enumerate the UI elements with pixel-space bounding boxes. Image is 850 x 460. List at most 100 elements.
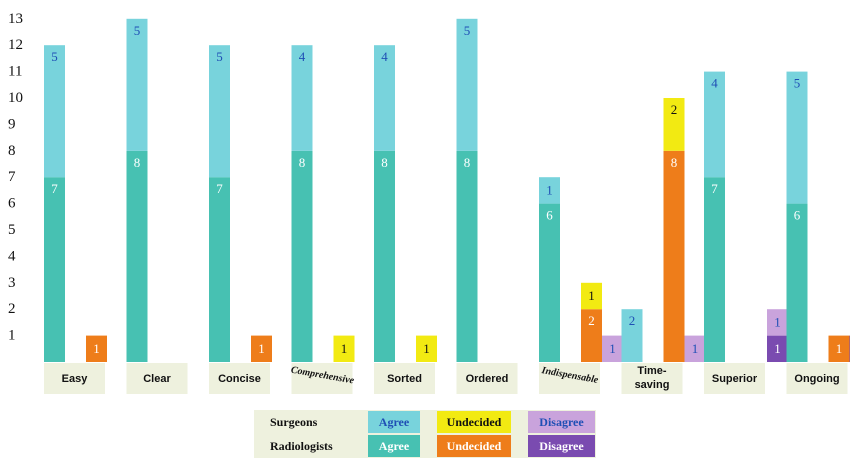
legend-swatch-radiologists-undecided [437,435,511,457]
bar-indispensable-disagree-surgeons [602,335,623,362]
category-label-superior: Superior [712,373,758,385]
y-tick-label: 1 [8,328,16,344]
data-label-superior-agree-radiologists: 7 [711,181,718,196]
legend: Surgeons Agree Undecided Disagree Radiologis… [254,410,596,458]
data-label-concise-agree-surgeons: 5 [216,49,223,64]
category-label-clear: Clear [143,373,171,385]
data-label-sorted-agree-surgeons: 4 [381,49,388,64]
data-label-indispensable-agree-surgeons: 1 [546,182,553,197]
data-label-ongoing-undecided-radiologists: 1 [836,341,843,356]
bar-superior-agree-radiologists [704,177,725,362]
category-label-ordered: Ordered [466,373,509,385]
bar-sorted-agree-surgeons [374,45,395,151]
data-label-clear-agree-surgeons: 5 [134,23,141,38]
y-tick-label: 6 [8,196,16,212]
legend-label-radiologists-undecided: Undecided [447,439,502,453]
legend-swatch-surgeons-agree [368,411,420,433]
category-box-sorted [374,363,435,394]
legend-label-radiologists-agree: Agree [379,439,410,453]
category-label-time-saving: Time-saving [635,365,670,391]
y-tick-label: 13 [8,11,23,27]
category-label-concise: Concise [218,373,261,385]
legend-label-radiologists-disagree: Disagree [539,439,584,453]
data-label-sorted-agree-radiologists: 8 [381,155,388,170]
data-label-concise-undecided-radiologists: 1 [258,341,265,356]
bar-comprehensive-agree-radiologists [291,150,313,362]
y-tick-label: 5 [8,222,16,238]
bar-time-saving-agree-surgeons [621,309,643,362]
data-label-easy-agree-surgeons: 5 [51,49,58,64]
legend-swatch-radiologists-disagree [528,435,595,457]
category-labels: Easy Clear Concise Comprehensive Sorted Order… [44,363,848,394]
bar-indispensable-undecided-surgeons [581,282,602,310]
category-box-clear [126,363,188,394]
category-box-superior [704,363,765,394]
data-label-indispensable-disagree-surgeons: 1 [609,341,616,356]
category-label-ongoing: Ongoing [794,373,839,385]
bar-ordered-agree-surgeons [456,18,478,151]
bar-clear-agree-surgeons [126,18,148,151]
data-label-concise-agree-radiologists: 7 [216,181,223,196]
bar-time-saving-disagree-surgeons [684,335,706,362]
legend-label-surgeons-disagree: Disagree [539,415,584,429]
data-label-ordered-agree-radiologists: 8 [464,155,471,170]
data-label-time-saving-undecided-surgeons: 2 [671,102,678,117]
bar-ordered-agree-radiologists [456,150,478,362]
data-label-sorted-undecided-surgeons: 1 [423,341,430,356]
bars: 751857518418418561211282174116511 [44,18,850,362]
bar-comprehensive-undecided-surgeons [333,335,355,362]
data-label-superior-agree-surgeons: 4 [711,76,718,91]
bar-sorted-agree-radiologists [374,150,395,362]
legend-swatch-surgeons-disagree [528,411,595,433]
bar-easy-agree-radiologists [44,177,65,362]
y-tick-label: 7 [8,169,16,185]
bar-superior-disagree-radiologists [767,335,788,362]
category-box-easy [44,363,105,394]
data-label-time-saving-disagree-surgeons: 1 [692,341,699,356]
data-label-ordered-agree-surgeons: 5 [464,23,471,38]
data-label-ongoing-agree-radiologists: 6 [794,208,801,223]
bar-indispensable-undecided-radiologists [581,309,602,362]
y-tick-label: 9 [8,116,16,132]
data-label-superior-disagree-surgeons: 1 [774,314,781,329]
bar-concise-agree-radiologists [209,177,230,362]
data-label-comprehensive-undecided-surgeons: 1 [341,341,348,356]
legend-swatch-radiologists-agree [368,435,420,457]
category-label-easy: Easy [62,373,89,385]
bar-ongoing-agree-surgeons [786,71,808,204]
bar-comprehensive-agree-surgeons [291,45,313,151]
category-box-time-saving [621,363,683,394]
bar-easy-agree-surgeons [44,45,65,178]
category-label-sorted: Sorted [387,373,422,385]
y-tick-label: 8 [8,143,16,159]
category-box-concise [209,363,270,394]
data-label-easy-undecided-radiologists: 1 [93,341,100,356]
data-label-ongoing-agree-surgeons: 5 [794,76,801,91]
bar-easy-undecided-radiologists [86,335,107,362]
data-label-time-saving-agree-surgeons: 2 [629,313,636,328]
bar-superior-disagree-surgeons [767,309,788,336]
data-label-indispensable-undecided-radiologists: 2 [588,313,595,328]
data-label-time-saving-undecided-radiologists: 8 [671,155,678,170]
legend-group-radiologists: Radiologists [270,439,333,453]
bar-time-saving-undecided-surgeons [663,98,685,151]
y-tick-label: 3 [8,275,16,291]
legend-label-surgeons-agree: Agree [379,415,410,429]
category-box-ordered [456,363,518,394]
bar-concise-undecided-radiologists [251,335,272,362]
bar-indispensable-agree-radiologists [539,203,560,362]
data-label-superior-disagree-radiologists: 1 [774,341,781,356]
y-tick-label: 11 [8,64,22,80]
legend-group-surgeons: Surgeons [270,415,318,429]
data-label-clear-agree-radiologists: 8 [134,155,141,170]
y-tick-label: 4 [8,248,16,264]
data-label-easy-agree-radiologists: 7 [51,181,58,196]
data-label-indispensable-undecided-surgeons: 1 [588,288,595,303]
data-label-indispensable-agree-radiologists: 6 [546,208,553,223]
y-tick-label: 2 [8,301,16,317]
bar-indispensable-agree-surgeons [539,177,560,204]
category-box-ongoing [786,363,848,394]
data-label-comprehensive-agree-surgeons: 4 [299,49,306,64]
